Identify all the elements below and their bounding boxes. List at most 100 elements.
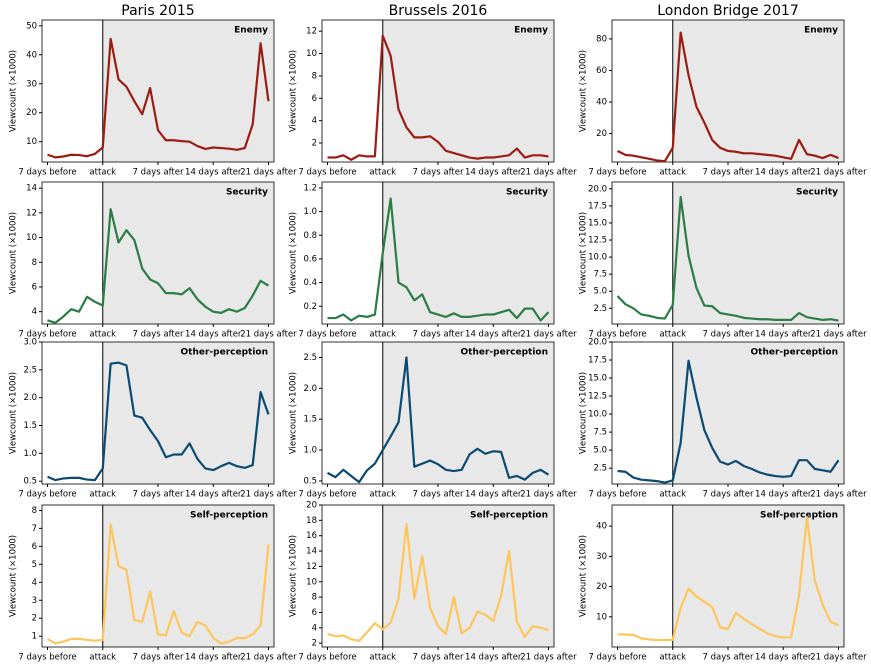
y-axis-label: Viewcount (×1000)	[579, 212, 589, 294]
y-tick-label: 10.0	[588, 410, 607, 420]
y-tick-label: 17.5	[588, 356, 607, 366]
data-line	[46, 523, 270, 645]
x-tick-label: 21 days after	[810, 653, 867, 663]
x-tick-label: 21 days after	[520, 168, 577, 178]
y-axis-label: Viewcount (×1000)	[579, 372, 589, 454]
y-tick-label: 0.2	[303, 302, 317, 312]
y-tick-label: 4	[312, 116, 317, 126]
x-tick-label: 14 days after	[465, 330, 522, 340]
y-tick-label: 7	[32, 524, 37, 534]
x-tick-label: 14 days after	[465, 168, 522, 178]
x-tick-label: attack	[369, 168, 396, 178]
x-tick-label: 7 days before	[298, 653, 356, 663]
x-tick-label: 7 days after	[413, 490, 464, 500]
y-tick-label: 8	[312, 71, 317, 81]
shaded-region	[672, 20, 844, 162]
y-tick-label: 6	[312, 94, 317, 104]
x-tick-label: 21 days after	[520, 490, 577, 500]
y-tick-label: 12	[306, 562, 317, 572]
x-tick-label: attack	[659, 330, 686, 340]
y-tick-label: 20.0	[588, 338, 607, 348]
x-tick-label: 7 days before	[588, 330, 646, 340]
x-tick-label: 7 days after	[703, 490, 754, 500]
x-tick-label: attack	[89, 653, 116, 663]
data-line	[326, 356, 550, 484]
y-tick-label: 10	[306, 577, 317, 587]
x-tick-label: 21 days after	[240, 653, 297, 663]
data-line	[617, 515, 839, 642]
y-tick-label: 6	[32, 542, 37, 552]
y-tick-label: 2.5	[23, 365, 37, 375]
shaded-region	[382, 505, 554, 647]
y-tick-label: 14	[306, 547, 317, 557]
x-tick-label: 14 days after	[185, 653, 242, 663]
y-tick-label: 2	[312, 639, 317, 649]
data-line	[327, 197, 550, 322]
y-tick-label: 10	[26, 233, 37, 243]
x-tick-label: 14 days after	[755, 490, 812, 500]
y-tick-label: 8	[32, 258, 37, 268]
panel-label: Other-perception	[181, 348, 268, 358]
x-tick-label: attack	[89, 168, 116, 178]
x-tick-label: 7 days after	[703, 168, 754, 178]
y-tick-label: 60	[596, 66, 607, 76]
x-tick-label: attack	[89, 490, 116, 500]
y-tick-label: 18	[306, 516, 317, 526]
x-tick-label: 21 days after	[240, 330, 297, 340]
x-tick-label: 7 days after	[413, 168, 464, 178]
y-tick-label: 14	[26, 184, 37, 194]
y-tick-label: 12	[306, 27, 317, 37]
x-tick-label: attack	[369, 330, 396, 340]
y-tick-label: 2	[312, 138, 317, 148]
y-tick-label: 5	[32, 560, 37, 570]
shaded-region	[102, 505, 274, 647]
y-tick-label: 7.5	[593, 428, 607, 438]
x-tick-label: 7 days before	[298, 330, 356, 340]
panel-label: Self-perception	[470, 511, 548, 521]
x-tick-label: 7 days before	[298, 490, 356, 500]
data-line	[47, 37, 270, 159]
y-tick-label: 40	[26, 50, 37, 60]
x-tick-label: attack	[369, 653, 396, 663]
y-tick-label: 4	[32, 307, 37, 317]
y-tick-label: 8	[32, 506, 37, 516]
x-tick-label: 14 days after	[755, 168, 812, 178]
y-tick-label: 4	[312, 623, 317, 633]
shaded-region	[382, 182, 554, 324]
y-tick-label: 10.0	[588, 253, 607, 263]
y-tick-label: 3.0	[23, 338, 37, 348]
x-tick-label: 7 days after	[133, 490, 184, 500]
y-tick-label: 1.2	[303, 183, 317, 193]
y-tick-label: 6	[32, 282, 37, 292]
panel-label: Self-perception	[760, 511, 838, 521]
y-tick-label: 15.0	[588, 218, 607, 228]
y-tick-label: 17.5	[588, 201, 607, 211]
y-tick-label: 20	[306, 501, 317, 511]
shaded-region	[102, 20, 274, 162]
y-tick-label: 1.0	[23, 449, 37, 459]
y-tick-label: 1.0	[303, 446, 317, 456]
x-tick-label: 7 days before	[588, 490, 646, 500]
y-tick-label: 2.5	[593, 464, 607, 474]
x-tick-label: 14 days after	[185, 168, 242, 178]
y-tick-label: 12.5	[588, 236, 607, 246]
x-tick-label: 7 days before	[298, 168, 356, 178]
y-tick-label: 2.5	[593, 304, 607, 314]
y-axis-label: Viewcount (×1000)	[9, 372, 19, 454]
x-tick-label: 14 days after	[755, 653, 812, 663]
y-tick-label: 5.0	[593, 287, 607, 297]
shaded-region	[672, 505, 844, 647]
y-tick-label: 80	[596, 34, 607, 44]
x-tick-label: 21 days after	[240, 490, 297, 500]
data-line	[617, 359, 840, 484]
x-tick-label: 21 days after	[810, 490, 867, 500]
x-tick-label: attack	[369, 490, 396, 500]
x-tick-label: 21 days after	[810, 168, 867, 178]
y-tick-label: 8	[312, 593, 317, 603]
shaded-region	[382, 342, 554, 484]
y-tick-label: 1.0	[303, 207, 317, 217]
y-tick-label: 1.5	[23, 421, 37, 431]
shaded-region	[102, 182, 274, 324]
x-tick-label: 21 days after	[810, 330, 867, 340]
